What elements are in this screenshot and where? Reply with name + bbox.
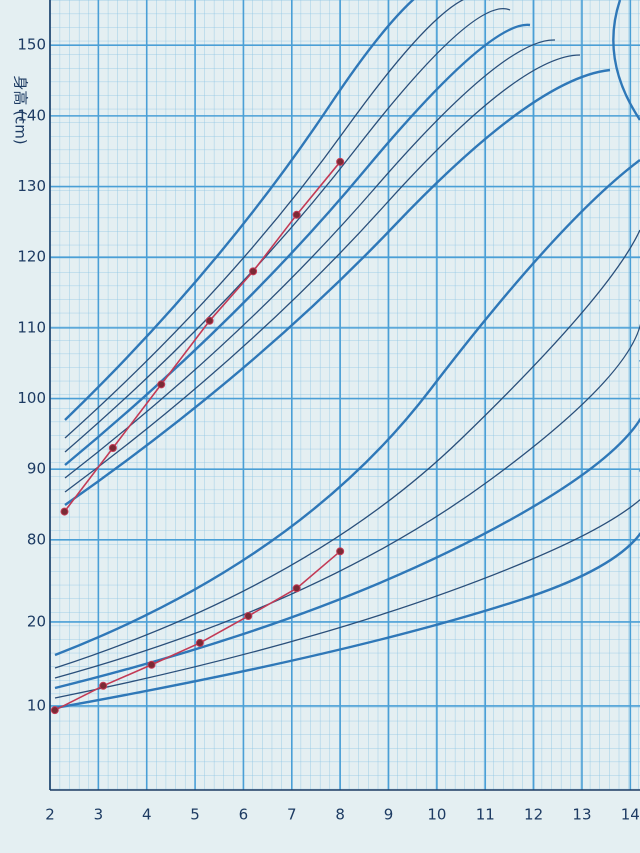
data-point (249, 267, 258, 276)
x-tick-label: 7 (287, 806, 297, 824)
data-point (60, 507, 69, 516)
data-point (292, 584, 301, 593)
data-point (108, 443, 117, 452)
data-point (99, 681, 108, 690)
data-point (336, 157, 345, 166)
x-tick-label: 5 (190, 806, 200, 824)
y-tick-label: 90 (27, 460, 46, 478)
x-tick-label: 3 (94, 806, 104, 824)
x-tick-label: 12 (524, 806, 543, 824)
data-point (292, 210, 301, 219)
data-point (244, 612, 253, 621)
y-tick-label: 110 (17, 318, 46, 336)
data-point (147, 660, 156, 669)
x-tick-label: 11 (476, 806, 495, 824)
data-point (50, 706, 59, 715)
y-tick-label: 150 (17, 36, 46, 54)
y-tick-label: 130 (17, 177, 46, 195)
y2-tick-label: 20 (27, 612, 46, 630)
x-tick-label: 9 (384, 806, 394, 824)
x-tick-label: 14 (621, 806, 640, 824)
minor-grid (50, 0, 640, 790)
x-tick-label: 10 (427, 806, 446, 824)
x-tick-label: 13 (572, 806, 591, 824)
x-tick-label: 6 (239, 806, 249, 824)
data-point (336, 547, 345, 556)
y-tick-label: 80 (27, 530, 46, 548)
x-tick-label: 2 (45, 806, 55, 824)
y-tick-label: 100 (17, 389, 46, 407)
y-tick-label: 140 (17, 106, 46, 124)
data-point (157, 380, 166, 389)
x-tick-label: 8 (335, 806, 345, 824)
grid (49, 0, 640, 790)
data-point (205, 316, 214, 325)
data-point (195, 638, 204, 647)
y-tick-label: 120 (17, 248, 46, 266)
y2-tick-label: 10 (27, 696, 46, 714)
x-tick-label: 4 (142, 806, 152, 824)
y-axis-label: 身高 (cm) (12, 75, 30, 144)
reference-curves (54, 0, 640, 710)
